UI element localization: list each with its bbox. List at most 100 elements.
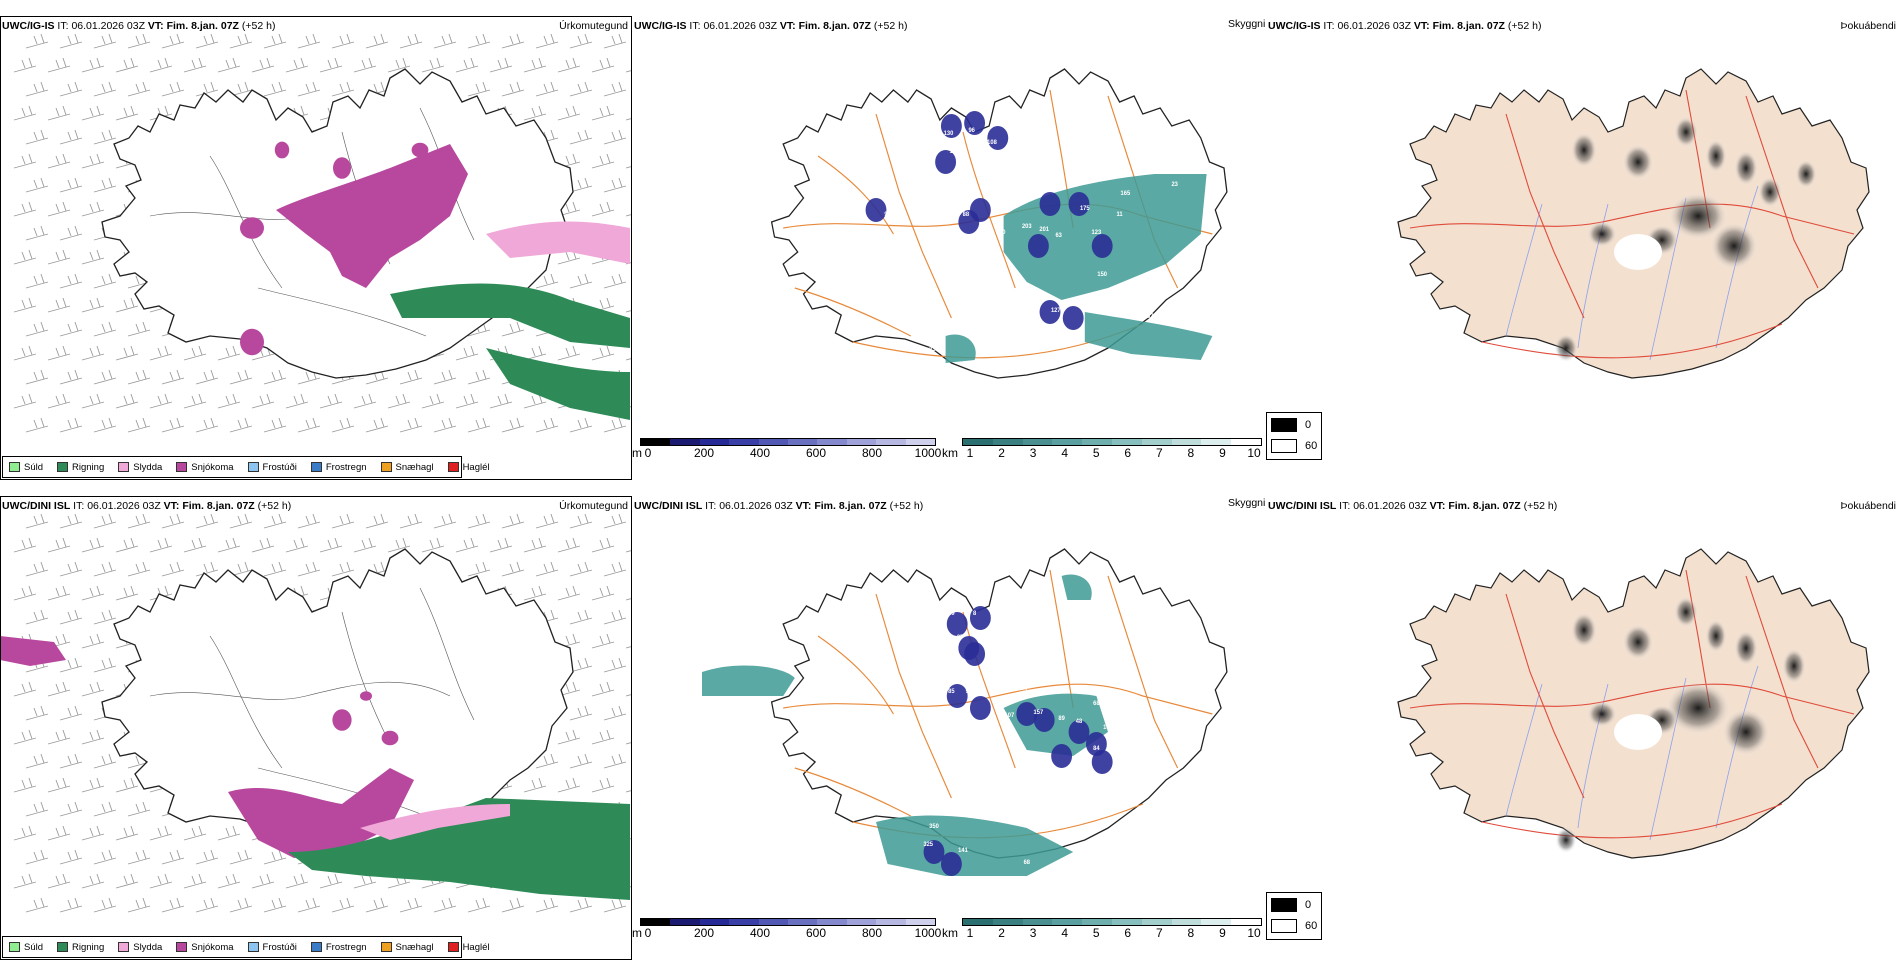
scale-colorbar <box>962 918 1262 926</box>
fog-legend-bottom: 0 60 <box>1266 892 1322 940</box>
high-terrain-cell <box>1027 234 1049 258</box>
low-visibility-area <box>945 334 976 363</box>
scale-unit: m <box>632 926 642 940</box>
scale-color-step <box>992 919 1023 925</box>
high-terrain-cell <box>1033 708 1055 732</box>
high-terrain-cell <box>1091 750 1113 774</box>
legend-item: Slydda <box>118 462 162 473</box>
scale-tick-label: 6 <box>1124 926 1132 940</box>
visibility-value-label: 107 <box>1005 713 1015 719</box>
legend-label: Frostúði <box>262 461 297 473</box>
high-terrain-cell <box>1016 702 1038 726</box>
visibility-value-label: 97 <box>966 689 973 695</box>
low-visibility-area <box>702 665 795 696</box>
legend-swatch <box>9 462 20 472</box>
iceland-outline <box>101 548 574 859</box>
high-terrain-cell <box>1091 234 1113 258</box>
visibility-value-label: 102 <box>1103 725 1113 731</box>
fog-map-bottom <box>1397 548 1870 859</box>
rain-area <box>390 283 630 348</box>
scale-color-step <box>876 919 906 925</box>
fog-indicator-cell <box>1622 624 1654 660</box>
legend-label: Haglél <box>462 941 490 953</box>
scale-tick-label: 1 <box>966 926 974 940</box>
high-terrain-cell <box>958 636 980 660</box>
legend-swatch <box>447 462 459 472</box>
scale-tick-label: 600 <box>805 446 827 460</box>
visibility-value-label: 127 <box>1051 308 1061 314</box>
visibility-value-label: 84 <box>1093 746 1100 752</box>
legend-item: Snæhagl <box>380 942 434 953</box>
scale-tick-label: 0 <box>644 926 652 940</box>
scale-tick-label: 8 <box>1187 446 1195 460</box>
fog-panel-top: UWC/IG-IS IT: 06.01.2026 03Z VT: Fim. 8.… <box>1266 16 1900 480</box>
high-terrain-cell <box>865 198 887 222</box>
high-terrain-cell <box>964 111 986 135</box>
high-terrain-cell <box>935 150 957 174</box>
visibility-value-label: 10 <box>1000 626 1007 632</box>
high-terrain-cell <box>1068 192 1090 216</box>
visibility-value-label: 68 <box>1024 860 1031 866</box>
visibility-value-label: 168 <box>1022 305 1032 311</box>
visibility-value-label: 89 <box>966 197 973 203</box>
fog-indicator-cell <box>1570 132 1598 168</box>
scale-color-step <box>1022 439 1053 445</box>
visibility-value-label: 76 <box>1035 179 1042 185</box>
legend-swatch <box>176 462 188 472</box>
high-terrain-cell <box>987 126 1009 150</box>
scale-color-step <box>1231 919 1261 925</box>
scale-tick-label: 10 <box>1247 446 1261 460</box>
panel-title: Skyggni <box>1228 497 1266 509</box>
scale-color-step <box>817 919 847 925</box>
visibility-value-label: 201 <box>1039 227 1049 233</box>
visibility-value-label: 11 <box>1117 212 1124 218</box>
scale-tick-label: 5 <box>1092 446 1100 460</box>
visibility-value-label: 175 <box>1080 206 1090 212</box>
panel-header: UWC/DINI ISL IT: 06.01.2026 03Z VT: Fim.… <box>2 500 292 512</box>
fog-indicator-cell <box>1782 648 1806 684</box>
scale-color-step <box>1082 919 1112 925</box>
roads <box>783 569 1213 839</box>
scale-color-step <box>1082 439 1112 445</box>
legend-item: Frostúði <box>247 942 297 953</box>
scale-color-step <box>1111 919 1142 925</box>
visibility-value-label: 85 <box>948 689 955 695</box>
visibility-value-label: 89 <box>1058 716 1065 722</box>
visibility-map-top: 130 96 108 132 89 88 92 238 20 76 300 203 201 63 175 12… <box>770 68 1228 379</box>
precip-map-bottom <box>0 513 632 913</box>
panel-header: UWC/IG-IS IT: 06.01.2026 03Z VT: Fim. 8.… <box>2 20 276 32</box>
visibility-value-label: 72 <box>1041 674 1048 680</box>
precip-map-top <box>13 33 632 433</box>
visibility-value-label: 37 <box>957 635 964 641</box>
snow-area <box>276 144 469 288</box>
visibility-value-label: 63 <box>1099 863 1106 869</box>
scale-color-step <box>846 919 877 925</box>
scale-color-step <box>1052 919 1083 925</box>
visibility-value-label: 108 <box>987 140 997 146</box>
scale-tick-label: 7 <box>1155 926 1163 940</box>
scale-tick-label: 7 <box>1155 446 1163 460</box>
legend-swatch <box>118 942 130 952</box>
visibility-value-label: 8 <box>973 611 977 617</box>
scale-color-step <box>788 439 818 445</box>
scale-color-step <box>817 439 847 445</box>
scale-unit: km <box>942 446 958 460</box>
scale-color-step <box>758 919 789 925</box>
low-visibility-area <box>1084 312 1213 360</box>
legend-item: Súld <box>9 462 43 473</box>
visibility-value-label: 238 <box>929 347 939 353</box>
scale-color-step <box>729 919 759 925</box>
high-terrain-cell <box>1039 300 1061 324</box>
scale-tick-label: 6 <box>1124 446 1132 460</box>
panel-header: UWC/DINI ISL IT: 06.01.2026 03Z VT: Fim.… <box>634 500 924 512</box>
visibility-value-label: 141 <box>958 848 968 854</box>
visibility-value-label: 89 <box>948 611 955 617</box>
visibility-value-label: 43 <box>1093 896 1100 902</box>
fog-indicator-cell <box>1710 222 1758 270</box>
roads <box>1409 89 1855 359</box>
scale-color-step <box>758 439 789 445</box>
scale-color-step <box>1171 439 1202 445</box>
scale-tick-label: 0 <box>644 446 652 460</box>
visibility-value-label: 88 <box>963 212 970 218</box>
scale-color-step <box>1141 439 1172 445</box>
